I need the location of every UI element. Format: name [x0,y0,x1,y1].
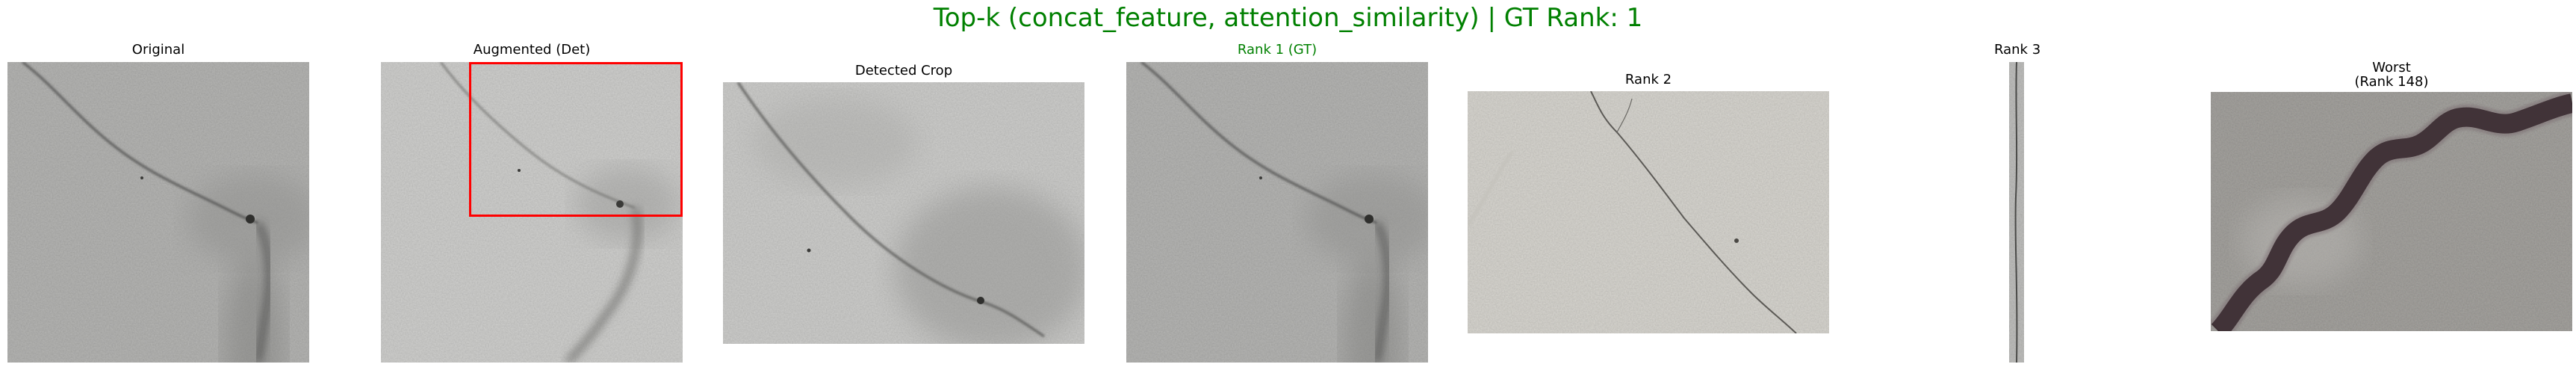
panel-title-rank3: Rank 3 [1994,42,2041,58]
panel-title-augmented: Augmented (Det) [473,42,591,58]
panel-title-crop: Detected Crop [854,63,953,78]
crop-image [723,82,1084,344]
panel-title-rank1: Rank 1 (GT) [1237,42,1318,58]
detection-box [469,62,683,217]
panel-title-worst-line2: (Rank 148) [2354,74,2429,90]
panel-title-worst-line1: Worst [2372,60,2411,75]
rank1-image [1126,62,1428,363]
rank2-image [1468,91,1829,333]
panel-title-rank2: Rank 2 [1624,72,1672,87]
panel-title-original: Original [131,42,185,58]
figure-title: Top-k (concat_feature, attention_similar… [933,3,1643,33]
original-image [7,62,309,363]
augmented-image [381,62,683,363]
worst-image [2211,92,2572,331]
rank3-image [2009,62,2024,363]
